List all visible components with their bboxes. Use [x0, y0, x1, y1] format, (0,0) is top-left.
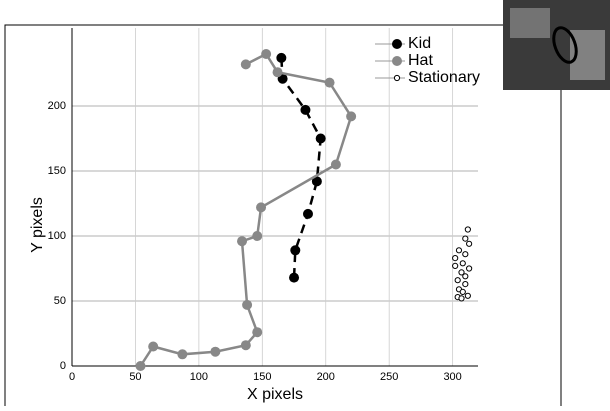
point: [462, 281, 469, 288]
point: [242, 299, 253, 310]
inset-photo: [503, 0, 610, 90]
point: [346, 111, 357, 122]
point: [462, 251, 469, 258]
point: [458, 295, 465, 302]
legend-label: Hat: [408, 52, 433, 69]
point: [272, 67, 283, 78]
point: [459, 260, 466, 267]
point: [452, 262, 459, 269]
point: [256, 202, 267, 213]
point: [290, 245, 301, 256]
point: [302, 208, 313, 219]
y-axis-label: Y pixels: [29, 197, 46, 253]
point: [177, 349, 188, 360]
point: [311, 176, 322, 187]
legend-label: Stationary: [408, 69, 480, 86]
legend-marker: [393, 74, 401, 82]
x-tick-label: 50: [129, 371, 141, 383]
point: [455, 247, 463, 254]
photo-region: [510, 8, 550, 38]
point: [464, 292, 471, 299]
point: [276, 52, 287, 63]
point: [237, 236, 248, 247]
point: [452, 255, 459, 262]
point: [462, 235, 469, 242]
legend-marker: [392, 56, 402, 66]
point: [148, 341, 159, 352]
point: [300, 104, 311, 115]
x-tick-label: 150: [253, 371, 271, 383]
point: [458, 269, 465, 276]
point: [289, 272, 300, 283]
y-tick-label: 50: [54, 295, 66, 307]
y-tick-label: 150: [48, 165, 66, 177]
point: [454, 277, 461, 284]
point: [135, 361, 146, 371]
legend-label: Kid: [408, 35, 431, 52]
photo-ellipse: [552, 26, 578, 64]
point: [252, 231, 263, 241]
x-tick-label: 200: [317, 371, 335, 383]
x-axis-label: X pixels: [247, 386, 303, 403]
point: [324, 77, 335, 88]
point: [462, 273, 469, 280]
point: [252, 327, 263, 338]
x-tick-label: 250: [380, 371, 398, 383]
point: [466, 240, 473, 247]
point: [466, 265, 473, 272]
point: [464, 226, 471, 233]
point: [240, 340, 251, 351]
x-tick-label: 0: [69, 371, 75, 383]
point: [330, 159, 341, 170]
y-tick-label: 200: [48, 100, 66, 112]
y-tick-label: 100: [48, 230, 66, 242]
point: [210, 346, 221, 357]
series-line: [139, 52, 353, 367]
frame: [4, 24, 562, 411]
series-line: [280, 57, 322, 278]
point: [261, 49, 272, 59]
point: [240, 59, 251, 70]
x-tick-label: 300: [443, 371, 461, 383]
point: [315, 133, 326, 144]
y-tick-label: 0: [60, 360, 66, 372]
legend-marker: [392, 39, 402, 49]
x-tick-label: 100: [190, 371, 208, 383]
point: [459, 288, 466, 295]
